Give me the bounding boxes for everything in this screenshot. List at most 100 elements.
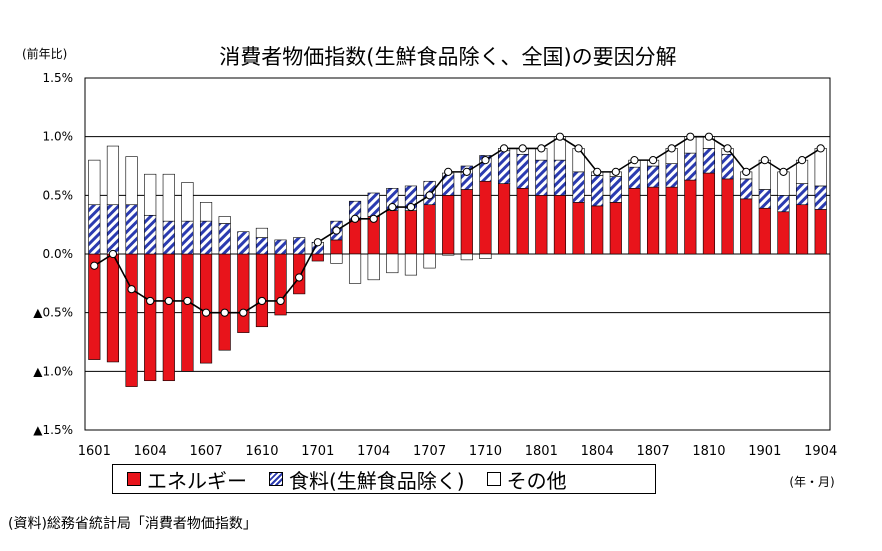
bar-food <box>237 231 250 255</box>
bar-energy <box>255 253 269 328</box>
legend-swatch-other <box>486 472 501 486</box>
bar-energy <box>516 187 529 255</box>
y-tick-label: 1.5% <box>43 71 74 85</box>
bar-other <box>106 145 120 206</box>
bar-energy <box>758 207 771 255</box>
total-point <box>630 156 639 165</box>
bar-other <box>144 173 157 216</box>
total-point <box>816 144 825 153</box>
bar-other <box>442 253 455 256</box>
bar-food <box>646 165 660 188</box>
total-line <box>93 135 822 314</box>
total-point <box>667 144 676 153</box>
bar-energy <box>181 253 194 372</box>
bar-energy <box>348 219 362 255</box>
total-point <box>686 132 695 141</box>
bar-energy <box>665 186 678 255</box>
bar-energy <box>237 253 250 333</box>
total-point <box>742 167 751 176</box>
legend: エネルギー 食料(生鮮食品除く) その他 <box>112 464 656 494</box>
bar-other <box>386 253 399 274</box>
total-point <box>127 285 136 294</box>
bar-other <box>367 253 380 281</box>
bar-food <box>814 185 827 210</box>
bar-energy <box>162 253 175 382</box>
plot-area: 1.5% 1.0% 0.5% 0.0% ▲0.5% ▲1.0% ▲1.5% 1601 1604 1… <box>33 71 837 459</box>
y-tick-label: 1.0% <box>43 130 74 144</box>
total-point <box>146 296 155 306</box>
bar-energy <box>386 210 399 255</box>
bar-energy <box>646 186 660 255</box>
total-point <box>611 167 620 176</box>
total-point <box>406 202 416 212</box>
bar-other <box>423 253 436 269</box>
bar-food <box>628 166 641 189</box>
y-tick-label: 0.5% <box>43 188 74 202</box>
bar-other <box>460 253 473 261</box>
bar-food <box>199 220 213 255</box>
bar-food <box>88 204 101 255</box>
bar-energy <box>572 202 585 255</box>
bar-energy <box>88 253 101 360</box>
total-point <box>779 167 788 176</box>
total-point <box>481 156 490 165</box>
total-point <box>518 144 527 153</box>
legend-item-other: その他 <box>486 465 567 494</box>
bar-energy <box>609 202 622 255</box>
total-point <box>239 308 248 317</box>
bar-other <box>330 253 343 264</box>
bar-other <box>88 159 101 206</box>
x-tick-label: 1607 <box>190 444 223 459</box>
total-point <box>704 132 714 141</box>
x-tick-label: 1807 <box>637 444 670 459</box>
chart-title: 消費者物価指数(生鮮食品除く、全国)の要因分解 <box>219 45 676 69</box>
bar-food <box>106 204 120 255</box>
legend-swatch-energy <box>127 472 141 486</box>
bar-food <box>609 176 622 203</box>
total-point <box>313 238 322 247</box>
y-tick-label: 0.0% <box>43 247 74 261</box>
legend-item-energy: エネルギー <box>127 465 247 494</box>
total-point <box>369 214 378 223</box>
bar-food <box>740 178 753 200</box>
y-axis-unit-label: (前年比) <box>22 46 67 61</box>
bar-energy <box>795 204 809 255</box>
bar-energy <box>144 253 157 382</box>
source-note: (資料)総務省統計局「消費者物価指数」 <box>8 516 257 532</box>
bar-energy <box>535 195 548 255</box>
bar-energy <box>125 253 138 387</box>
x-tick-label: 1904 <box>804 444 837 459</box>
bar-food <box>181 220 194 255</box>
total-point <box>276 296 285 306</box>
total-point <box>90 261 99 270</box>
bar-food <box>218 223 231 255</box>
total-point <box>332 226 341 235</box>
bar-energy <box>479 180 492 255</box>
bar-food <box>125 204 138 255</box>
bar-food <box>684 152 697 181</box>
x-tick-label: 1707 <box>413 444 446 459</box>
bar-other <box>218 216 231 224</box>
x-tick-label: 1704 <box>357 444 390 459</box>
bar-food <box>497 150 511 184</box>
total-point <box>537 144 546 153</box>
total-point <box>350 214 360 223</box>
total-point <box>499 144 509 153</box>
bar-energy <box>497 183 511 255</box>
total-point <box>388 202 397 212</box>
legend-item-food: 食料(生鮮食品除く) <box>269 465 465 494</box>
bar-energy <box>106 253 120 363</box>
bar-energy <box>404 210 418 255</box>
bar-energy <box>442 195 455 255</box>
bar-food <box>758 189 771 209</box>
total-point <box>574 144 583 153</box>
total-point <box>760 156 769 165</box>
legend-label-energy: エネルギー <box>147 468 247 493</box>
bar-food <box>702 148 716 174</box>
bar-food <box>721 153 734 180</box>
bar-food <box>795 183 809 206</box>
total-point <box>257 296 267 306</box>
bar-energy <box>721 178 734 255</box>
x-tick-label: 1804 <box>581 444 614 459</box>
